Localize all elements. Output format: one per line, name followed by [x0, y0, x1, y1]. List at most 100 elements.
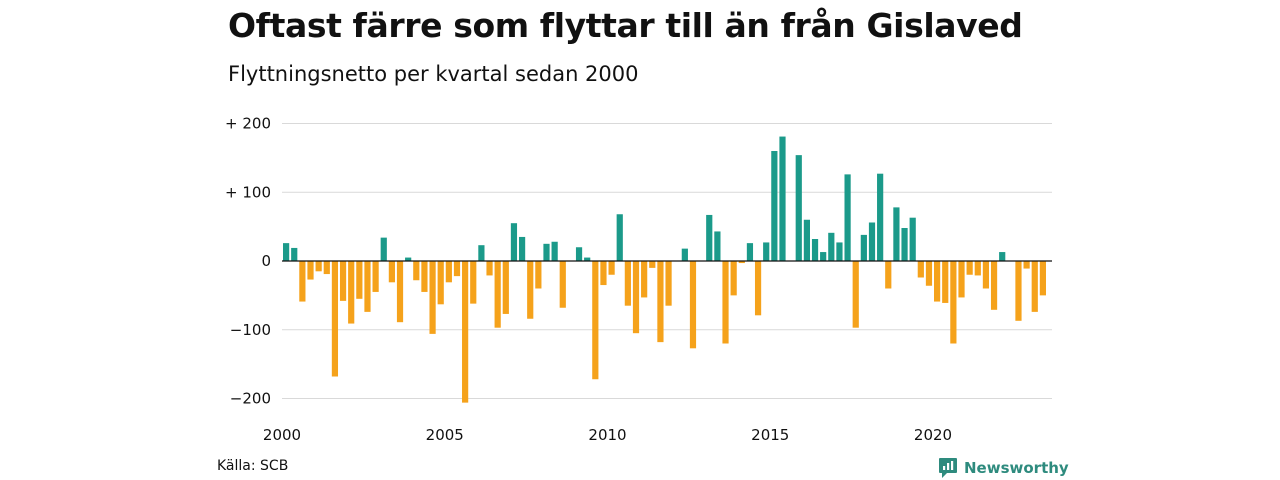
bar-2003Q1 — [380, 237, 387, 262]
bar-2021Q1 — [966, 261, 973, 275]
bar-2011Q1 — [641, 261, 648, 298]
bar-2003Q4 — [405, 257, 412, 261]
bar-2008Q1 — [543, 243, 550, 261]
bar-2003Q3 — [396, 261, 404, 323]
bar-2002Q2 — [356, 261, 363, 299]
y-axis: + 200 + 100 0 −100 −200 — [225, 115, 271, 408]
bar-2008Q2 — [551, 241, 558, 261]
bar-2022Q3 — [1015, 261, 1022, 321]
bar-2017Q2 — [844, 174, 851, 262]
bar-2002Q4 — [372, 261, 379, 292]
bar-2021Q2 — [974, 261, 981, 276]
bar-2016Q1 — [803, 219, 810, 261]
bar-2005Q1 — [445, 261, 452, 283]
bar-2020Q1 — [934, 261, 941, 302]
bar-2009Q1 — [575, 247, 583, 261]
newsworthy-logo: Newsworthy — [938, 457, 1069, 479]
bar-2017Q3 — [852, 261, 859, 328]
bar-2000Q4 — [307, 261, 314, 280]
y-tick-label: + 200 — [225, 115, 271, 133]
bar-2000Q2 — [291, 247, 298, 261]
x-tick-label: 2005 — [426, 426, 464, 444]
x-tick-label: 2020 — [914, 426, 952, 444]
x-tick-label: 2015 — [751, 426, 789, 444]
x-axis: 2000 2005 2010 2015 2020 — [263, 426, 952, 444]
bar-2017Q1 — [836, 242, 843, 261]
bar-2018Q2 — [877, 173, 884, 261]
bar-2002Q1 — [348, 261, 355, 324]
bar-2021Q4 — [990, 261, 998, 310]
x-tick-label: 2000 — [263, 426, 301, 444]
bar-2016Q2 — [811, 239, 819, 261]
bar-2012Q2 — [681, 248, 688, 262]
bar-2005Q3 — [462, 261, 469, 403]
bar-2007Q2 — [518, 236, 526, 261]
bar-2019Q2 — [909, 217, 916, 261]
bar-2011Q3 — [657, 261, 664, 343]
bar-2018Q3 — [885, 261, 892, 289]
bar-2023Q1 — [1031, 261, 1038, 312]
bar-2015Q2 — [779, 136, 786, 261]
bar-2013Q4 — [730, 261, 737, 296]
bar-2002Q3 — [364, 261, 371, 312]
bar-2004Q4 — [437, 261, 444, 305]
newsworthy-logo-text: Newsworthy — [964, 459, 1069, 477]
source-note: Källa: SCB — [217, 458, 289, 474]
bar-2001Q3 — [331, 261, 339, 377]
bar-2015Q1 — [771, 151, 778, 261]
newsworthy-logo-icon — [939, 458, 957, 478]
bar-2007Q4 — [535, 261, 542, 289]
bar-2011Q4 — [665, 261, 672, 306]
bar-2020Q2 — [942, 261, 949, 303]
bar-2010Q3 — [624, 261, 631, 306]
bar-2009Q2 — [584, 257, 591, 261]
y-tick-label: 0 — [261, 252, 271, 270]
bar-2010Q1 — [608, 261, 615, 275]
bar-2020Q4 — [958, 261, 965, 298]
bar-2005Q4 — [470, 261, 477, 304]
bar-2021Q3 — [982, 261, 990, 289]
bar-2019Q3 — [917, 261, 924, 278]
bars — [283, 136, 1046, 403]
bar-2006Q4 — [502, 261, 509, 314]
bar-2018Q4 — [893, 207, 900, 262]
bar-2014Q4 — [763, 242, 770, 261]
bar-2006Q2 — [486, 261, 493, 276]
bar-2020Q3 — [950, 261, 957, 344]
bar-2001Q2 — [323, 261, 330, 275]
bar-2014Q2 — [746, 243, 754, 262]
bar-2014Q1 — [738, 261, 745, 264]
y-tick-label: −200 — [230, 390, 271, 408]
bar-2007Q3 — [527, 261, 534, 319]
y-tick-label: + 100 — [225, 183, 271, 201]
chart-title: Oftast färre som flyttar till än från Gi… — [228, 6, 1023, 45]
bar-2010Q2 — [616, 214, 623, 261]
bar-2017Q4 — [860, 234, 867, 262]
bar-2001Q1 — [315, 261, 322, 272]
bar-2023Q2 — [1039, 261, 1046, 296]
bar-2022Q4 — [1023, 261, 1030, 269]
bar-2008Q3 — [559, 261, 566, 308]
bar-2016Q3 — [820, 252, 827, 261]
bar-2006Q1 — [478, 245, 485, 261]
bar-2012Q3 — [689, 261, 697, 349]
bar-2018Q1 — [868, 222, 876, 261]
bar-2011Q2 — [649, 261, 656, 268]
bar-2010Q4 — [632, 261, 640, 334]
bar-2015Q4 — [795, 155, 802, 262]
bar-2013Q3 — [722, 261, 729, 344]
bar-2007Q1 — [510, 223, 518, 261]
bar-2022Q1 — [999, 252, 1006, 261]
bar-2003Q2 — [388, 261, 395, 283]
bar-2004Q1 — [413, 261, 420, 281]
bar-2000Q1 — [283, 243, 290, 262]
x-tick-label: 2010 — [588, 426, 626, 444]
bar-2000Q3 — [299, 261, 306, 302]
bar-2019Q4 — [925, 261, 933, 286]
bar-2013Q2 — [714, 231, 721, 261]
bar-2009Q4 — [600, 261, 607, 286]
bar-2005Q2 — [453, 261, 461, 277]
gridlines — [282, 123, 1052, 399]
bar-2004Q3 — [429, 261, 436, 334]
